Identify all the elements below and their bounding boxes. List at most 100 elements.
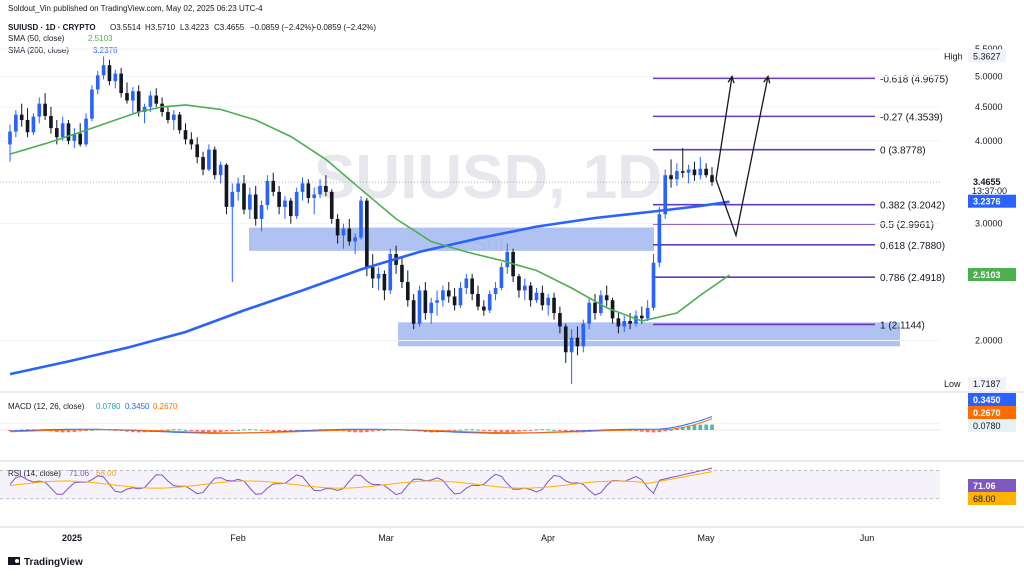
- macd-tag: 0.3450: [973, 395, 1001, 405]
- price-tag-bg: [968, 268, 1016, 282]
- macd-hist-bar: [25, 429, 30, 431]
- tag-label-high: High: [944, 51, 963, 61]
- candle-body: [224, 164, 229, 207]
- price-tag-value: 2.5103: [973, 270, 1001, 280]
- macd-hist-bar: [558, 430, 562, 431]
- macd-hist-bar: [265, 430, 270, 431]
- candle-body: [400, 264, 404, 283]
- moving-averages: [9, 104, 730, 376]
- macd-hist-bar: [236, 429, 240, 431]
- candle-body: [78, 133, 83, 145]
- candle-body: [131, 91, 135, 101]
- candle-body: [622, 321, 627, 327]
- candle-body: [446, 290, 451, 297]
- price-tag-value: 3.4655: [973, 177, 1001, 187]
- candle-body: [359, 200, 363, 238]
- tag-value: 5.3627: [973, 51, 1001, 61]
- candle-body: [411, 300, 416, 324]
- candle-body: [698, 168, 703, 176]
- macd-hist-bar: [125, 430, 129, 432]
- demand-zone-2: [398, 322, 900, 347]
- macd-hist-bar: [84, 430, 88, 431]
- candle-body: [166, 112, 170, 120]
- candle-body: [552, 297, 556, 314]
- candles: [8, 56, 714, 384]
- candle-body: [177, 114, 182, 131]
- projection-arrow-1: [715, 76, 769, 238]
- candle-body: [499, 267, 504, 288]
- macd-hist-bar: [499, 430, 504, 433]
- candle-body: [482, 306, 486, 311]
- macd-hist-bar: [131, 430, 135, 433]
- candle-body: [686, 169, 691, 173]
- candle-body: [148, 95, 153, 107]
- macd-hist-bar: [166, 429, 170, 431]
- candle-body: [113, 73, 118, 82]
- fib-label: 0.786 (2.4918): [880, 273, 945, 284]
- y-tick-label: 3.0000: [975, 219, 1003, 229]
- candle-body: [212, 149, 217, 176]
- macd-hist-bar: [189, 430, 194, 431]
- y-tick-label: 5.0000: [975, 72, 1003, 82]
- candle-body: [189, 139, 194, 145]
- tag-value-bg: [968, 49, 1006, 63]
- candle-body: [14, 114, 18, 132]
- fib-label: 0 (3.8778): [880, 146, 926, 157]
- macd-hist-bar: [113, 430, 118, 431]
- fib-levels: -0.618 (4.9675) -0.27 (4.3539) 0 (3.8778) 0…: [653, 74, 948, 331]
- macd-hist-bar: [704, 424, 708, 430]
- candle-body: [25, 119, 30, 133]
- macd-hist-bar: [452, 430, 457, 431]
- macd-hist-bar: [692, 424, 697, 430]
- sma50-line: [9, 104, 730, 322]
- fib-label: 0.382 (3.2042): [880, 201, 945, 212]
- candle-body: [49, 115, 53, 129]
- tag-bg: [940, 377, 968, 391]
- macd-hist-bar: [464, 429, 469, 431]
- fib-label: -0.27 (4.3539): [880, 112, 943, 123]
- hist-tag-bg: [968, 419, 1016, 432]
- candle-body: [288, 200, 293, 217]
- candle-body: [616, 318, 621, 327]
- candle-body: [201, 157, 205, 170]
- candle-body: [540, 292, 545, 306]
- rsi-pane: 71.06 68.00: [0, 467, 1016, 505]
- macd-hist-bar: [271, 430, 276, 432]
- macd-hist-bar: [534, 429, 539, 431]
- candle-body: [365, 200, 369, 268]
- macd-hist-bar: [540, 429, 545, 431]
- x-tick-label: Jun: [860, 533, 875, 543]
- candle-body: [569, 337, 574, 353]
- arrow-head: [727, 75, 735, 84]
- projection-arrows: [715, 75, 771, 238]
- projection-arrow-2: [715, 76, 733, 180]
- macd-hist-bar: [552, 429, 556, 431]
- macd-hist-bar: [639, 430, 644, 432]
- candle-body: [382, 273, 387, 291]
- candle-body: [125, 93, 129, 101]
- candle-body: [195, 144, 200, 158]
- rsi-tag: 71.06: [973, 481, 996, 491]
- macd-hist-bar: [651, 430, 656, 433]
- macd-hist-bar: [353, 430, 357, 433]
- candle-body: [634, 315, 638, 324]
- rsi-ma-value: 68.00: [96, 469, 117, 478]
- candle-body: [341, 228, 346, 236]
- candle-body: [329, 191, 334, 219]
- ohlc-change: −0.0859 (−2.42%): [250, 23, 314, 32]
- candle-body: [54, 128, 59, 138]
- y-tick-label: 2.0000: [975, 336, 1003, 346]
- fib-label: 0.5 (2.9961): [880, 220, 934, 231]
- candle-body: [370, 267, 375, 279]
- candle-body: [628, 321, 632, 324]
- macd-hist-bar: [259, 430, 264, 431]
- rsi-ma-tag-bg: [968, 492, 1016, 505]
- candle-body: [335, 218, 340, 236]
- tag-label-low: Low: [944, 379, 961, 389]
- candle-body: [242, 183, 246, 210]
- candle-body: [160, 103, 164, 113]
- rsi-label: RSI (14, close): [8, 469, 61, 478]
- price-tag-bg: [968, 194, 1016, 208]
- candle-body: [300, 183, 305, 192]
- macd-hist-bar: [171, 429, 176, 431]
